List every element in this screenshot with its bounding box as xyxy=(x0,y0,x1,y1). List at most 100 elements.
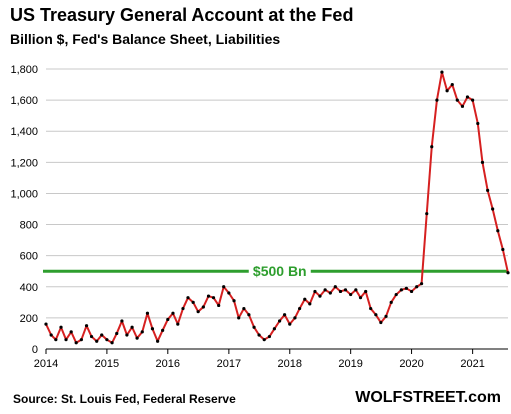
data-point xyxy=(496,229,500,233)
data-point xyxy=(354,288,358,292)
data-point xyxy=(186,296,190,300)
ytick-label: 1,400 xyxy=(10,126,38,138)
data-point xyxy=(95,339,99,343)
data-point xyxy=(293,316,297,320)
reference-label: $500 Bn xyxy=(253,263,307,279)
data-point xyxy=(145,311,150,315)
xtick-label: 2018 xyxy=(278,358,302,370)
data-point xyxy=(227,291,231,295)
xtick-label: 2019 xyxy=(338,358,362,370)
data-point xyxy=(491,207,495,211)
data-point xyxy=(267,334,272,339)
data-point xyxy=(440,70,444,74)
data-point xyxy=(257,333,261,337)
data-point xyxy=(435,98,439,102)
data-point xyxy=(343,288,348,292)
reference-label-bg xyxy=(248,263,311,280)
data-point xyxy=(277,319,282,323)
chart-title: US Treasury General Account at the Fed xyxy=(10,5,354,25)
data-point xyxy=(181,306,185,311)
data-point xyxy=(125,333,129,337)
ytick-label: 1,600 xyxy=(10,95,38,107)
data-point xyxy=(389,300,393,304)
data-point xyxy=(471,98,475,102)
xtick-label: 2021 xyxy=(460,358,484,370)
data-point xyxy=(105,338,109,342)
data-point xyxy=(460,104,465,108)
data-point xyxy=(211,296,216,300)
data-point xyxy=(247,313,251,317)
data-point xyxy=(272,327,277,331)
data-point xyxy=(430,145,434,149)
data-point xyxy=(262,338,266,342)
data-point xyxy=(196,310,200,314)
data-point xyxy=(222,285,226,289)
data-point xyxy=(201,305,205,309)
data-point xyxy=(476,121,480,126)
data-point xyxy=(171,311,175,315)
data-point xyxy=(156,339,160,343)
data-point xyxy=(455,98,459,102)
data-point xyxy=(288,322,292,326)
data-point xyxy=(333,285,337,289)
data-point xyxy=(379,320,383,325)
data-point xyxy=(150,327,155,331)
data-point xyxy=(217,303,221,308)
data-point xyxy=(480,160,485,164)
brand-logo: WOLFSTREET.com xyxy=(355,389,501,406)
data-point xyxy=(110,341,114,345)
xtick-label: 2016 xyxy=(156,358,180,370)
data-point xyxy=(338,289,343,294)
series-line-0 xyxy=(45,71,509,344)
data-point xyxy=(89,334,94,339)
data-point xyxy=(506,271,510,275)
ytick-label: 1,800 xyxy=(10,64,38,76)
data-point xyxy=(465,95,470,99)
data-point xyxy=(191,300,195,304)
data-point xyxy=(79,338,83,342)
data-point xyxy=(419,282,424,286)
data-point xyxy=(44,322,48,326)
data-point xyxy=(394,292,398,297)
data-point xyxy=(74,341,78,345)
data-point xyxy=(328,291,332,295)
xtick-label: 2020 xyxy=(399,358,423,370)
data-point xyxy=(176,322,180,326)
data-point xyxy=(358,296,363,300)
data-point xyxy=(308,302,312,306)
ytick-label: 1,000 xyxy=(10,188,38,200)
data-point xyxy=(282,313,287,317)
data-point xyxy=(318,294,322,298)
data-point xyxy=(501,247,505,252)
ytick-label: 800 xyxy=(20,220,38,232)
xtick-label: 2015 xyxy=(95,358,119,370)
data-point xyxy=(69,330,73,334)
data-point xyxy=(399,288,403,292)
ytick-label: 1,200 xyxy=(10,157,38,169)
data-point xyxy=(64,338,68,342)
data-point xyxy=(140,330,144,334)
data-point xyxy=(364,289,368,294)
data-point xyxy=(298,306,302,311)
data-point xyxy=(486,188,490,192)
data-point xyxy=(84,324,89,328)
data-point xyxy=(49,333,53,337)
source-note: Source: St. Louis Fed, Federal Reserve xyxy=(13,392,236,406)
data-point xyxy=(100,333,104,337)
data-point xyxy=(349,292,353,297)
data-point xyxy=(445,89,449,93)
data-point xyxy=(242,306,246,311)
data-point xyxy=(161,328,165,332)
data-point xyxy=(54,338,58,342)
ytick-label: 0 xyxy=(32,344,38,356)
data-point xyxy=(450,82,454,87)
data-point xyxy=(374,313,378,317)
ytick-label: 600 xyxy=(20,251,38,263)
data-point xyxy=(135,336,139,340)
data-point xyxy=(415,285,419,289)
data-point xyxy=(115,331,119,336)
data-point xyxy=(166,317,170,322)
data-point xyxy=(232,299,236,303)
